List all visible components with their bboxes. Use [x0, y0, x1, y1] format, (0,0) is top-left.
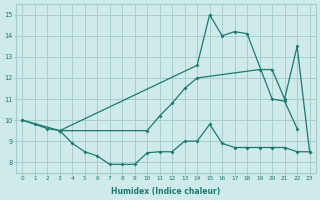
X-axis label: Humidex (Indice chaleur): Humidex (Indice chaleur) — [111, 187, 220, 196]
